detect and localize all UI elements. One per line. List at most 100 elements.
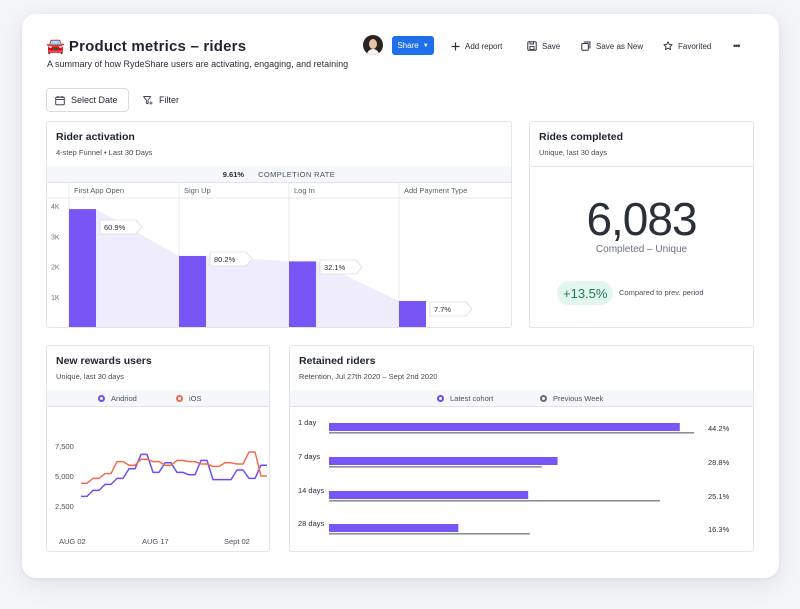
page-subtitle: A summary of how RydeShare users are act… bbox=[47, 59, 349, 69]
card-title: Rider activation bbox=[56, 131, 135, 143]
dashboard-window: 🚘 Product metrics – riders A summary of … bbox=[22, 14, 779, 578]
funnel-bar bbox=[69, 209, 96, 327]
select-date-label: Select Date bbox=[71, 95, 118, 105]
save-icon bbox=[527, 41, 537, 51]
page-title-emoji: 🚘 bbox=[46, 38, 65, 55]
change-badge: +13.5% bbox=[557, 281, 614, 305]
android-legend-dot bbox=[98, 395, 105, 402]
calendar-icon bbox=[55, 95, 65, 105]
rides-completed-value: 6,083 bbox=[586, 193, 697, 245]
x-tick-label: Sept 02 bbox=[224, 537, 250, 546]
completion-rate-bar: 9.61% COMPLETION RATE bbox=[47, 166, 511, 182]
legend-latest-label: Latest cohort bbox=[450, 394, 494, 403]
save-label: Save bbox=[542, 41, 561, 51]
previous-week-bar bbox=[329, 500, 660, 502]
funnel-step-label: Sign Up bbox=[184, 186, 211, 195]
y-tick-label: 4K bbox=[51, 204, 60, 211]
y-tick-label: 1K bbox=[51, 295, 60, 302]
star-icon bbox=[663, 41, 673, 51]
funnel-chart: First App Open Sign Up Log In Add Payment T… bbox=[47, 182, 511, 328]
card-title: Retained riders bbox=[299, 355, 376, 367]
ios-legend-dot bbox=[176, 395, 183, 402]
previous-week-bar bbox=[329, 432, 695, 434]
copy-icon bbox=[581, 41, 591, 51]
add-report-button[interactable]: Add report bbox=[450, 39, 502, 53]
page-title-row: 🚘 Product metrics – riders bbox=[46, 36, 246, 56]
save-as-new-button[interactable]: Save as New bbox=[581, 39, 643, 53]
y-tick-label: 5,000 bbox=[55, 472, 74, 481]
card-subtitle: 4-step Funnel • Last 30 Days bbox=[56, 148, 153, 157]
funnel-bar bbox=[289, 261, 316, 327]
retention-row-label: 1 day bbox=[298, 418, 317, 427]
conversion-tag bbox=[209, 251, 253, 267]
retention-pct-label: 16.3% bbox=[708, 525, 730, 534]
save-button[interactable]: Save bbox=[527, 39, 560, 53]
conversion-tag bbox=[319, 259, 363, 275]
retention-chart: 1 day 44.2% 7 days 28.8% 14 days 25.1% 28 days… bbox=[298, 418, 730, 535]
legend-previous-week[interactable]: Previous Week bbox=[540, 394, 603, 403]
conversion-label: 32.1% bbox=[324, 263, 346, 272]
rides-completed-card: Rides completed Unique, last 30 days 6,0… bbox=[529, 121, 754, 328]
android-series-line bbox=[81, 453, 267, 498]
rider-activation-card: Rider activation 4-step Funnel • Last 30… bbox=[46, 121, 512, 328]
more-options-button[interactable]: ••• bbox=[733, 39, 741, 53]
retention-pct-label: 44.2% bbox=[708, 424, 730, 433]
funnel-step-label: First App Open bbox=[74, 186, 124, 195]
latest-cohort-bar bbox=[329, 524, 459, 532]
retention-row-label: 28 days bbox=[298, 519, 325, 528]
conversion-label: 80.2% bbox=[214, 255, 236, 264]
favorited-button[interactable]: Favorited bbox=[663, 39, 711, 53]
latest-cohort-bar bbox=[329, 491, 529, 499]
funnel-bar bbox=[399, 300, 426, 327]
card-subtitle: Unique, last 30 days bbox=[56, 372, 124, 381]
conversion-tag bbox=[99, 219, 143, 235]
y-tick-label: 3K bbox=[51, 234, 60, 241]
funnel-step-label: Add Payment Type bbox=[404, 186, 467, 195]
filter-button[interactable]: Filter bbox=[137, 88, 185, 112]
line-chart: 7,500 5,000 2,500 AUG 02 AUG 17 Sept 02 bbox=[55, 442, 267, 546]
chevron-down-icon: ▼ bbox=[422, 42, 429, 49]
previous-week-bar bbox=[329, 533, 530, 535]
page-title: Product metrics – riders bbox=[68, 37, 247, 55]
completion-rate-label: COMPLETION RATE bbox=[258, 169, 336, 179]
select-date-button[interactable]: Select Date bbox=[46, 88, 129, 112]
new-rewards-card: New rewards users Unique, last 30 days A… bbox=[46, 345, 270, 552]
rides-completed-value-label: Completed – Unique bbox=[595, 244, 688, 255]
funnel-flow-area bbox=[96, 209, 426, 327]
retention-row-label: 7 days bbox=[298, 452, 320, 461]
filter-icon bbox=[143, 95, 153, 105]
legend-ios[interactable]: iOS bbox=[176, 394, 202, 403]
legend-previous-label: Previous Week bbox=[553, 394, 604, 403]
card-subtitle: Unique, last 30 days bbox=[539, 148, 607, 157]
retention-pct-label: 28.8% bbox=[708, 458, 730, 467]
x-tick-label: AUG 17 bbox=[142, 537, 169, 546]
filter-label: Filter bbox=[159, 95, 179, 105]
latest-cohort-legend-dot bbox=[437, 395, 444, 402]
previous-week-legend-dot bbox=[540, 395, 547, 402]
card-title: Rides completed bbox=[539, 131, 624, 143]
retained-riders-card: Retained riders Retention, Jul 27th 2020… bbox=[289, 345, 754, 552]
legend-latest-cohort[interactable]: Latest cohort bbox=[437, 394, 493, 403]
legend-android[interactable]: Andriod bbox=[98, 394, 137, 403]
card-title: New rewards users bbox=[56, 355, 152, 367]
favorited-label: Favorited bbox=[678, 41, 712, 51]
save-as-new-label: Save as New bbox=[596, 41, 644, 51]
x-tick-label: AUG 02 bbox=[59, 537, 86, 546]
legend-ios-label: iOS bbox=[189, 394, 202, 403]
avatar[interactable] bbox=[363, 35, 383, 55]
card-subtitle: Retention, Jul 27th 2020 – Sept 2nd 2020 bbox=[299, 372, 438, 381]
y-tick-label: 7,500 bbox=[55, 442, 74, 451]
latest-cohort-bar bbox=[329, 457, 558, 465]
add-report-label: Add report bbox=[465, 41, 503, 51]
y-tick-label: 2,500 bbox=[55, 502, 74, 511]
share-button[interactable]: Share ▼ bbox=[392, 36, 434, 55]
previous-week-bar bbox=[329, 466, 542, 468]
y-tick-label: 2K bbox=[51, 265, 60, 272]
ios-series-line bbox=[81, 451, 267, 484]
latest-cohort-bar bbox=[329, 423, 680, 431]
completion-rate-value: 9.61% bbox=[222, 169, 245, 179]
share-label: Share bbox=[397, 41, 419, 50]
conversion-tag bbox=[429, 301, 473, 317]
funnel-step-label: Log In bbox=[294, 186, 315, 195]
more-icon: ••• bbox=[733, 41, 741, 51]
